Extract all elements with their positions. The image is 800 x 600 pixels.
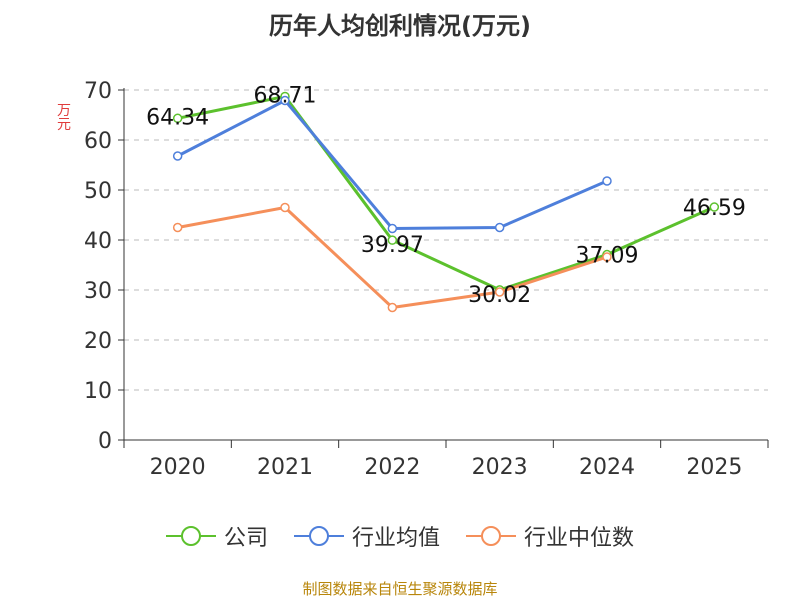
- data-point: [709, 202, 720, 212]
- data-point: [172, 222, 183, 233]
- data-label: 64.34: [146, 105, 209, 130]
- legend-label: 行业均值: [351, 526, 440, 551]
- x-tick-label: 2023: [472, 455, 528, 480]
- legend-circle: [481, 526, 501, 546]
- data-point: [172, 151, 183, 161]
- x-tick-label: 2021: [257, 455, 313, 480]
- data-point: [387, 235, 398, 245]
- source-note: 制图数据来自恒生聚源数据库: [302, 580, 498, 598]
- legend-item[interactable]: 行业中位数: [466, 520, 634, 552]
- data-point: [172, 113, 183, 124]
- data-label: 39.97: [361, 233, 424, 258]
- legend-marker-icon: [466, 526, 516, 546]
- data-label: 68.71: [254, 83, 317, 108]
- y-tick-label: 20: [84, 329, 112, 354]
- data-point: [280, 95, 290, 106]
- data-label: 46.59: [683, 196, 746, 221]
- series-line-0: [177, 94, 715, 292]
- data-label: 30.02: [468, 283, 531, 308]
- data-point: [602, 176, 612, 186]
- data-point: [280, 202, 290, 213]
- y-tick-label: 0: [98, 429, 112, 454]
- legend-marker-icon: [165, 526, 216, 546]
- legend-item[interactable]: 行业均值: [293, 520, 440, 552]
- legend: 公司 行业均值 行业中位数: [0, 520, 800, 552]
- legend-circle: [180, 526, 201, 546]
- data-point: [387, 302, 398, 313]
- data-point: [494, 287, 505, 297]
- legend-label: 行业中位数: [524, 526, 635, 551]
- y-tick-label: 50: [84, 179, 112, 204]
- y-tick-label: 40: [84, 229, 112, 254]
- x-tick-label: 2024: [579, 455, 635, 480]
- y-tick-label: 70: [84, 79, 112, 104]
- legend-circle: [308, 526, 329, 546]
- chart-title: 历年人均创利情况(万元): [269, 12, 531, 40]
- y-axis-unit-label: 万元: [57, 103, 71, 133]
- legend-marker-icon: [293, 526, 344, 546]
- data-point: [387, 223, 398, 234]
- y-tick-label: 10: [84, 379, 112, 404]
- x-tick-label: 2020: [150, 455, 206, 480]
- y-tick-label: 60: [84, 129, 112, 154]
- x-tick-label: 2025: [686, 455, 742, 480]
- x-tick-label: 2022: [364, 455, 420, 480]
- legend-item[interactable]: 公司: [165, 520, 268, 552]
- data-point: [602, 252, 612, 262]
- legend-label: 公司: [223, 526, 268, 551]
- series-line-1: [176, 99, 608, 230]
- data-label: 37.09: [576, 244, 639, 269]
- data-point: [494, 222, 505, 233]
- y-tick-label: 30: [84, 279, 112, 304]
